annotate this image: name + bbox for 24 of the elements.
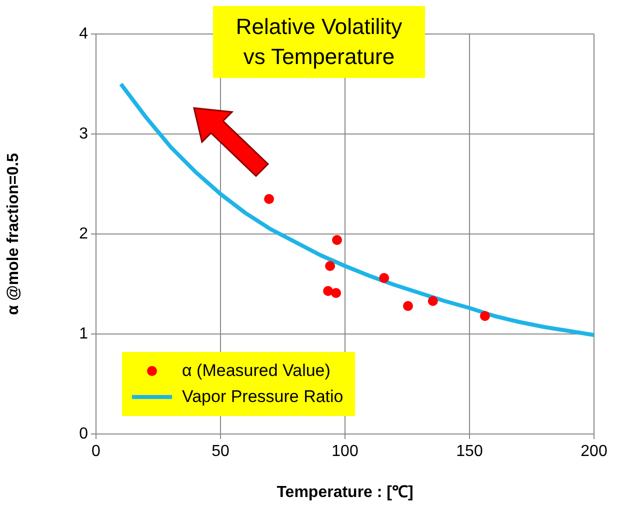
y-tick-label: 4 bbox=[79, 25, 88, 42]
y-tick-label: 2 bbox=[79, 225, 88, 242]
x-tick-label: 150 bbox=[456, 443, 483, 460]
x-tick-label: 0 bbox=[92, 443, 101, 460]
legend-label: Vapor Pressure Ratio bbox=[182, 387, 344, 407]
point bbox=[379, 273, 390, 283]
chart-title: Relative Volatility vs Temperature bbox=[213, 6, 425, 78]
x-tick-label: 100 bbox=[332, 443, 358, 460]
point bbox=[402, 301, 413, 311]
point bbox=[325, 261, 336, 271]
x-tick-label: 50 bbox=[212, 443, 230, 460]
x-tick-label: 200 bbox=[580, 443, 608, 460]
legend-label: α (Measured Value) bbox=[182, 361, 330, 381]
x-axis-title: Temperature : [℃] bbox=[276, 484, 414, 501]
y-tick-label: 0 bbox=[79, 425, 88, 442]
y-tick-label: 1 bbox=[79, 325, 88, 342]
point bbox=[323, 286, 334, 296]
point bbox=[264, 194, 274, 204]
point bbox=[428, 296, 438, 306]
point bbox=[480, 311, 490, 321]
y-tick-label: 3 bbox=[79, 125, 88, 142]
y-axis-title: α @mole fraction=0.5 bbox=[5, 152, 22, 315]
point bbox=[331, 288, 342, 298]
point bbox=[332, 235, 342, 245]
